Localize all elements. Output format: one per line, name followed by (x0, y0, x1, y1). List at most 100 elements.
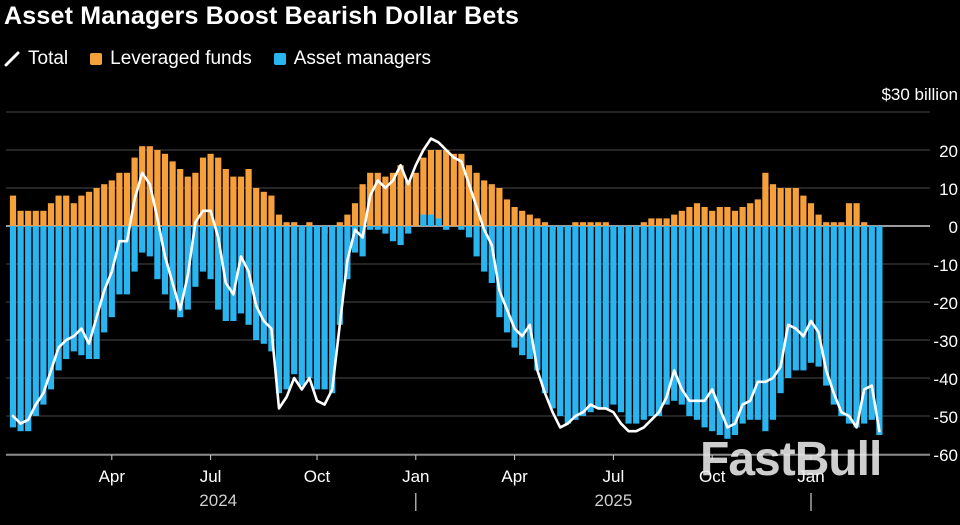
y-tick-label: 0 (949, 218, 958, 237)
bar-asset-managers (47, 226, 55, 390)
bar-asset-managers (671, 226, 678, 401)
bar-leveraged-funds (534, 218, 541, 226)
y-axis-unit-label: $30 billion (881, 85, 958, 104)
bar-leveraged-funds (655, 218, 663, 226)
bar-leveraged-funds (253, 188, 260, 226)
bar-asset-managers (55, 226, 62, 371)
bar-leveraged-funds (450, 153, 457, 226)
bar-leveraged-funds (777, 188, 784, 226)
legend-swatch-asset-managers (273, 53, 286, 65)
bar-asset-managers (762, 226, 769, 432)
bar-asset-managers (754, 226, 761, 420)
bar-leveraged-funds (435, 150, 442, 226)
y-tick-label: 10 (939, 180, 958, 199)
bar-leveraged-funds (739, 207, 746, 226)
bar-leveraged-funds (169, 161, 176, 226)
bar-asset-managers (9, 226, 17, 428)
bar-asset-managers (85, 226, 93, 359)
bar-asset-managers (617, 226, 625, 413)
bar-asset-managers (488, 226, 495, 283)
bar-asset-managers (465, 226, 473, 238)
bar-leveraged-funds (800, 195, 807, 226)
bar-leveraged-funds (579, 222, 587, 226)
bar-asset-managers (101, 226, 108, 333)
bar-asset-managers (724, 226, 731, 439)
bar-asset-managers (405, 226, 412, 234)
bar-asset-managers (93, 226, 100, 359)
bar-asset-managers (579, 226, 587, 416)
bar-asset-managers (602, 226, 609, 409)
bar-asset-managers (564, 226, 571, 424)
bar-leveraged-funds (397, 165, 404, 226)
bar-asset-managers (25, 226, 32, 432)
bar-leveraged-funds (412, 172, 419, 226)
bar-asset-managers (123, 226, 131, 295)
bar-leveraged-funds (199, 157, 207, 226)
bar-leveraged-funds (769, 184, 777, 226)
bar-asset-managers (868, 226, 875, 420)
bar-leveraged-funds (678, 210, 685, 226)
watermark: FastBull (700, 433, 882, 486)
bar-leveraged-funds (587, 222, 594, 226)
bar-leveraged-funds (215, 157, 222, 226)
bar-leveraged-funds (123, 172, 131, 226)
bar-asset-managers (549, 226, 556, 409)
bar-leveraged-funds (161, 153, 169, 226)
x-tick-label: Jan (402, 467, 429, 486)
bar-asset-managers (853, 226, 860, 428)
bar-leveraged-funds (344, 214, 351, 226)
bar-asset-managers (199, 226, 207, 272)
x-tick-label: Jan (797, 467, 824, 486)
y-tick-label: -50 (933, 408, 958, 427)
bar-asset-managers (131, 226, 138, 272)
bar-leveraged-funds (572, 222, 579, 226)
bar-asset-managers (351, 226, 359, 253)
bar-leveraged-funds (823, 222, 830, 226)
bar-leveraged-funds (177, 169, 184, 226)
bar-leveraged-funds (807, 203, 815, 226)
bar-leveraged-funds (465, 165, 473, 226)
bar-leveraged-funds (32, 210, 39, 226)
bar-leveraged-funds (306, 222, 313, 226)
bar-leveraged-funds (382, 176, 389, 226)
legend: Total Leveraged funds Asset managers (4, 48, 453, 70)
bar-leveraged-funds (192, 172, 199, 226)
bar-leveraged-funds (184, 176, 191, 226)
bar-asset-managers (473, 226, 480, 257)
bar-leveraged-funds (420, 157, 427, 226)
bar-leveraged-funds (496, 188, 503, 226)
bar-asset-managers (139, 226, 146, 253)
bar-asset-managers (861, 226, 868, 424)
bar-asset-managers (640, 226, 647, 420)
bar-leveraged-funds (815, 214, 822, 226)
bar-leveraged-funds (830, 222, 837, 226)
x-tick-label: Oct (304, 467, 331, 486)
bar-leveraged-funds (116, 172, 123, 226)
bar-asset-managers (526, 226, 533, 359)
bar-leveraged-funds (93, 188, 100, 226)
bar-leveraged-funds (70, 203, 77, 226)
bar-asset-managers (739, 226, 746, 424)
bar-leveraged-funds (747, 203, 754, 226)
bar-leveraged-funds (25, 210, 32, 226)
bar-asset-managers (359, 226, 366, 257)
bar-leveraged-funds (511, 207, 518, 226)
bar-asset-managers (595, 226, 602, 409)
bar-leveraged-funds (245, 169, 252, 226)
bar-leveraged-funds (663, 218, 670, 226)
bar-asset-managers (17, 226, 24, 432)
bar-asset-managers (253, 226, 260, 340)
bar-leveraged-funds (838, 222, 845, 226)
y-tick-label: -20 (933, 294, 958, 313)
bar-asset-managers (146, 226, 153, 257)
bar-asset-managers (845, 226, 853, 424)
bar-leveraged-funds (861, 222, 868, 226)
bar-leveraged-funds (230, 176, 237, 226)
bar-asset-managers (800, 226, 807, 371)
bar-asset-managers (192, 226, 199, 287)
bar-leveraged-funds (139, 146, 146, 226)
bar-leveraged-funds (443, 150, 450, 226)
bar-leveraged-funds (724, 207, 731, 226)
bar-asset-managers (792, 226, 799, 371)
